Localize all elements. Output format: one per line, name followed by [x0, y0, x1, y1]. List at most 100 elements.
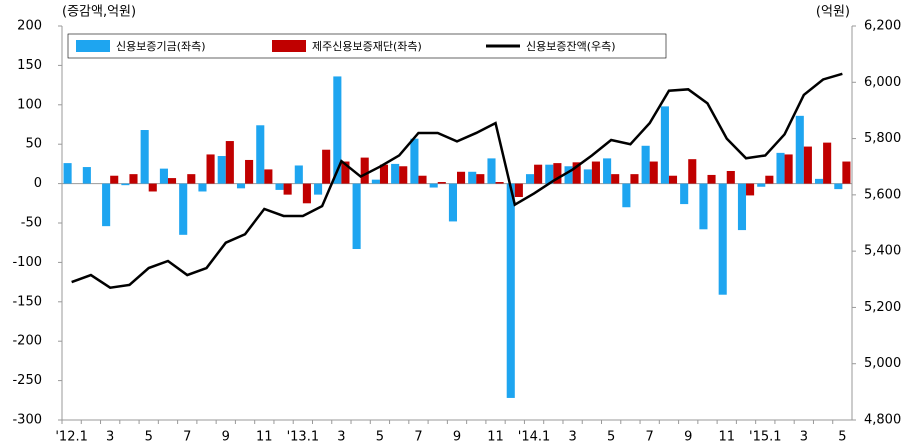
y2-tick-label: 5,400: [864, 244, 901, 259]
legend-swatch: [272, 40, 306, 52]
legend-label: 제주신용보증재단(좌측): [312, 40, 422, 53]
bar: [322, 149, 331, 184]
y-tick-label: 150: [17, 58, 42, 73]
y2-tick-label: 6,000: [864, 75, 901, 90]
bar: [121, 183, 130, 186]
x-tick-label: 5: [145, 430, 153, 442]
y-tick-label: -150: [12, 294, 42, 309]
y2-tick-label: 5,800: [864, 131, 901, 146]
bar: [746, 183, 755, 196]
y-tick-label: 100: [17, 97, 42, 112]
x-tick-label: 3: [106, 430, 114, 442]
x-tick-label: '12.1: [55, 430, 88, 442]
bar: [707, 174, 716, 184]
y-tick-label: -300: [12, 413, 42, 428]
bar: [514, 183, 523, 197]
bar: [236, 183, 246, 189]
bar: [399, 166, 408, 184]
legend-swatch: [76, 40, 110, 52]
y2-tick-label: 6,200: [864, 19, 901, 34]
bar: [506, 183, 515, 398]
bar: [553, 163, 562, 184]
y2-tick-label: 5,600: [864, 187, 901, 202]
bar: [217, 156, 226, 184]
bar: [545, 164, 554, 184]
x-tick-label: 9: [222, 430, 230, 442]
bar: [418, 175, 427, 184]
y-tick-label: -50: [21, 216, 42, 231]
bar: [591, 161, 600, 184]
bar: [333, 76, 342, 184]
x-tick-label: 7: [414, 430, 422, 442]
y-tick-label: 200: [17, 19, 42, 34]
x-tick-label: 7: [646, 430, 654, 442]
bar: [167, 178, 177, 184]
bar: [410, 138, 419, 184]
y-tick-label: -250: [12, 373, 42, 388]
bar: [371, 179, 380, 184]
bar: [264, 169, 273, 184]
legend-box: [67, 33, 667, 59]
bar: [726, 170, 735, 184]
bar: [63, 163, 72, 184]
bar: [776, 152, 785, 184]
x-tick-label: 11: [718, 430, 735, 442]
bar: [534, 164, 543, 184]
x-tick-label: '13.1: [287, 430, 320, 442]
bar: [140, 130, 149, 184]
bar: [82, 167, 91, 184]
bar: [352, 183, 361, 250]
x-tick-label: 3: [337, 430, 345, 442]
bar: [525, 174, 535, 184]
bar: [283, 183, 292, 195]
bar: [429, 183, 438, 188]
x-tick-label: 7: [183, 430, 191, 442]
bar: [129, 174, 138, 184]
bar: [206, 154, 215, 184]
bar: [603, 158, 612, 184]
bar: [198, 183, 207, 192]
bar: [468, 171, 477, 184]
x-tick-label: 11: [487, 430, 504, 442]
bar: [341, 161, 350, 184]
bar: [159, 168, 168, 184]
bar: [737, 183, 747, 231]
y2-tick-label: 5,200: [864, 300, 901, 315]
y-tick-label: 50: [25, 137, 42, 152]
bar: [803, 146, 812, 184]
bar: [718, 183, 727, 295]
bar: [457, 171, 466, 184]
bar: [256, 125, 265, 184]
legend-label: 신용보증기금(좌측): [116, 40, 206, 53]
bar: [179, 183, 188, 235]
bar: [360, 157, 369, 184]
bar: [391, 163, 400, 184]
y-tick-label: -100: [12, 255, 42, 270]
bar: [680, 183, 689, 205]
x-tick-label: 5: [838, 430, 846, 442]
bar: [437, 182, 446, 184]
x-tick-label: 9: [453, 430, 461, 442]
bar: [660, 106, 669, 184]
bar: [649, 161, 658, 184]
bar: [294, 165, 303, 184]
bar: [302, 183, 311, 204]
bar: [110, 175, 119, 184]
bar: [668, 175, 678, 184]
line-series: [71, 72, 843, 290]
x-tick-label: 3: [568, 430, 576, 442]
bar: [314, 183, 323, 195]
bar: [765, 175, 774, 184]
bar: [102, 183, 111, 227]
bar: [630, 174, 639, 184]
bar: [784, 154, 793, 184]
bar: [834, 183, 843, 190]
bar: [815, 178, 824, 184]
legend-label: 신용보증잔액(우측): [526, 40, 616, 53]
bar: [622, 183, 631, 208]
bar: [379, 164, 389, 184]
x-tick-label: 3: [800, 430, 808, 442]
bar: [476, 174, 485, 184]
y-tick-label: 0: [34, 176, 42, 191]
